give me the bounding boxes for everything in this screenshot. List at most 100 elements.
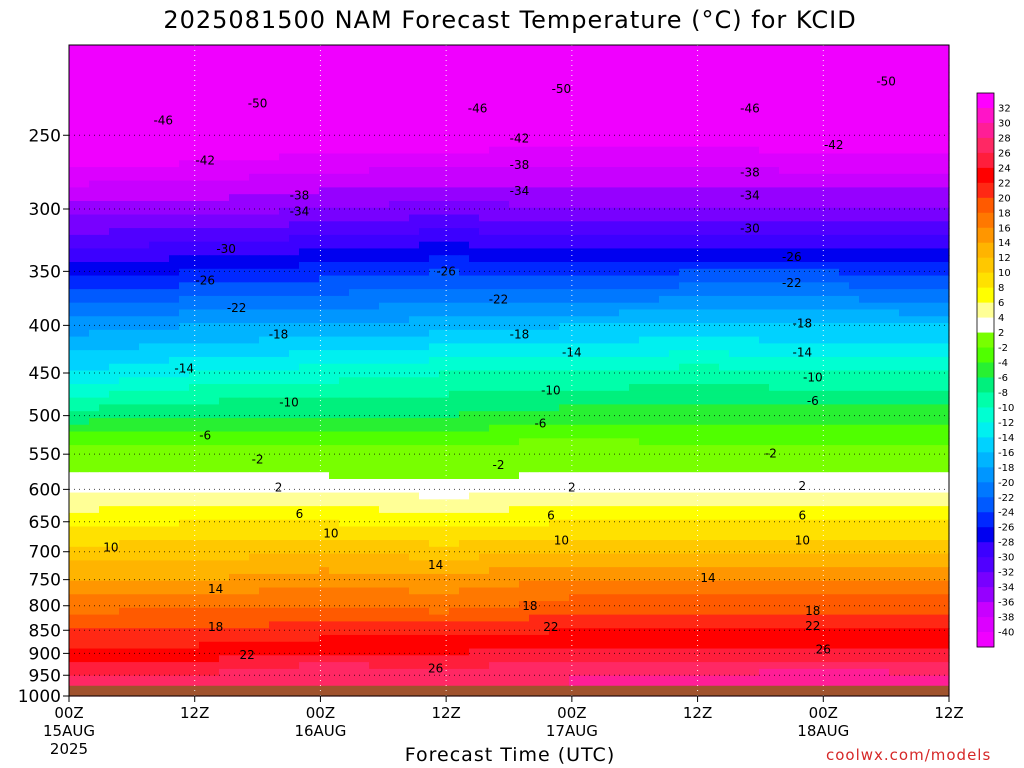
heatmap-cell	[849, 207, 860, 216]
heatmap-cell	[149, 51, 160, 60]
heatmap-cell	[749, 51, 760, 60]
heatmap-cell	[919, 309, 930, 317]
heatmap-cell	[829, 133, 840, 141]
heatmap-cell	[799, 417, 810, 426]
heatmap-cell	[879, 350, 890, 358]
heatmap-cell	[249, 119, 260, 127]
heatmap-cell	[709, 139, 720, 148]
heatmap-cell	[309, 207, 320, 216]
heatmap-cell	[899, 173, 910, 182]
heatmap-cell	[99, 200, 110, 209]
heatmap-cell	[469, 302, 480, 311]
heatmap-cell	[759, 275, 770, 283]
heatmap-cell	[339, 139, 350, 148]
heatmap-cell	[579, 207, 590, 216]
heatmap-cell	[249, 221, 260, 229]
heatmap-cell	[289, 72, 300, 80]
heatmap-cell	[919, 173, 930, 182]
heatmap-cell	[99, 180, 110, 189]
heatmap-cell	[599, 384, 610, 392]
heatmap-cell	[929, 133, 940, 141]
heatmap-cell	[789, 85, 800, 94]
heatmap-cell	[479, 309, 490, 317]
heatmap-cell	[809, 45, 820, 53]
heatmap-cell	[129, 343, 140, 351]
heatmap-cell	[79, 153, 90, 161]
heatmap-cell	[159, 275, 170, 283]
heatmap-cell	[149, 126, 160, 134]
heatmap-cell	[159, 370, 170, 378]
heatmap-cell	[129, 350, 140, 358]
heatmap-cell	[729, 316, 740, 324]
heatmap-cell	[429, 78, 440, 87]
heatmap-cell	[729, 377, 740, 385]
heatmap-cell	[389, 262, 400, 270]
heatmap-cell	[589, 309, 600, 317]
heatmap-cell	[439, 133, 450, 141]
heatmap-cell	[789, 343, 800, 351]
heatmap-cell	[929, 289, 940, 297]
heatmap-cell	[909, 139, 920, 148]
heatmap-cell	[489, 194, 500, 202]
heatmap-cell	[219, 255, 230, 263]
heatmap-cell	[859, 241, 870, 250]
heatmap-cell	[129, 173, 140, 182]
heatmap-cell	[299, 255, 310, 263]
heatmap-cell	[439, 119, 450, 127]
heatmap-cell	[149, 336, 160, 344]
heatmap-cell	[99, 343, 110, 351]
heatmap-cell	[119, 228, 130, 236]
heatmap-cell	[579, 350, 590, 358]
heatmap-cell	[129, 302, 140, 311]
heatmap-cell	[689, 323, 700, 331]
heatmap-cell	[869, 119, 880, 127]
heatmap-cell	[389, 92, 400, 100]
heatmap-cell	[599, 139, 610, 148]
heatmap-cell	[809, 106, 820, 114]
heatmap-cell	[319, 370, 330, 378]
heatmap-cell	[369, 99, 380, 107]
heatmap-cell	[399, 45, 410, 53]
heatmap-cell	[489, 234, 500, 243]
heatmap-cell	[239, 221, 250, 229]
heatmap-cell	[759, 45, 770, 53]
heatmap-cell	[689, 173, 700, 182]
heatmap-cell	[929, 146, 940, 155]
heatmap-cell	[359, 187, 370, 195]
heatmap-cell	[309, 255, 320, 263]
heatmap-cell	[519, 377, 530, 385]
heatmap-cell	[489, 275, 500, 283]
heatmap-cell	[169, 248, 180, 256]
heatmap-cell	[719, 180, 730, 189]
heatmap-cell	[719, 295, 730, 304]
heatmap-cell	[579, 160, 590, 168]
heatmap-cell	[599, 268, 610, 277]
heatmap-cell	[149, 323, 160, 331]
heatmap-cell	[479, 106, 490, 114]
heatmap-cell	[249, 289, 260, 297]
heatmap-cell	[419, 99, 430, 107]
heatmap-cell	[519, 404, 530, 412]
heatmap-cell	[879, 221, 890, 229]
heatmap-cell	[699, 51, 710, 60]
heatmap-cell	[849, 45, 860, 53]
heatmap-cell	[739, 404, 750, 412]
heatmap-cell	[399, 200, 410, 209]
heatmap-cell	[169, 241, 180, 250]
heatmap-field	[69, 45, 950, 697]
heatmap-cell	[769, 207, 780, 216]
heatmap-cell	[909, 45, 920, 53]
heatmap-cell	[939, 262, 950, 270]
heatmap-cell	[639, 248, 650, 256]
heatmap-cell	[179, 65, 190, 73]
heatmap-cell	[599, 99, 610, 107]
heatmap-cell	[189, 160, 200, 168]
heatmap-cell	[719, 51, 730, 60]
heatmap-cell	[759, 133, 770, 141]
heatmap-cell	[499, 343, 510, 351]
heatmap-cell	[229, 424, 240, 433]
heatmap-cell	[889, 417, 900, 426]
heatmap-cell	[179, 384, 190, 392]
heatmap-cell	[519, 275, 530, 283]
heatmap-cell	[929, 397, 940, 406]
